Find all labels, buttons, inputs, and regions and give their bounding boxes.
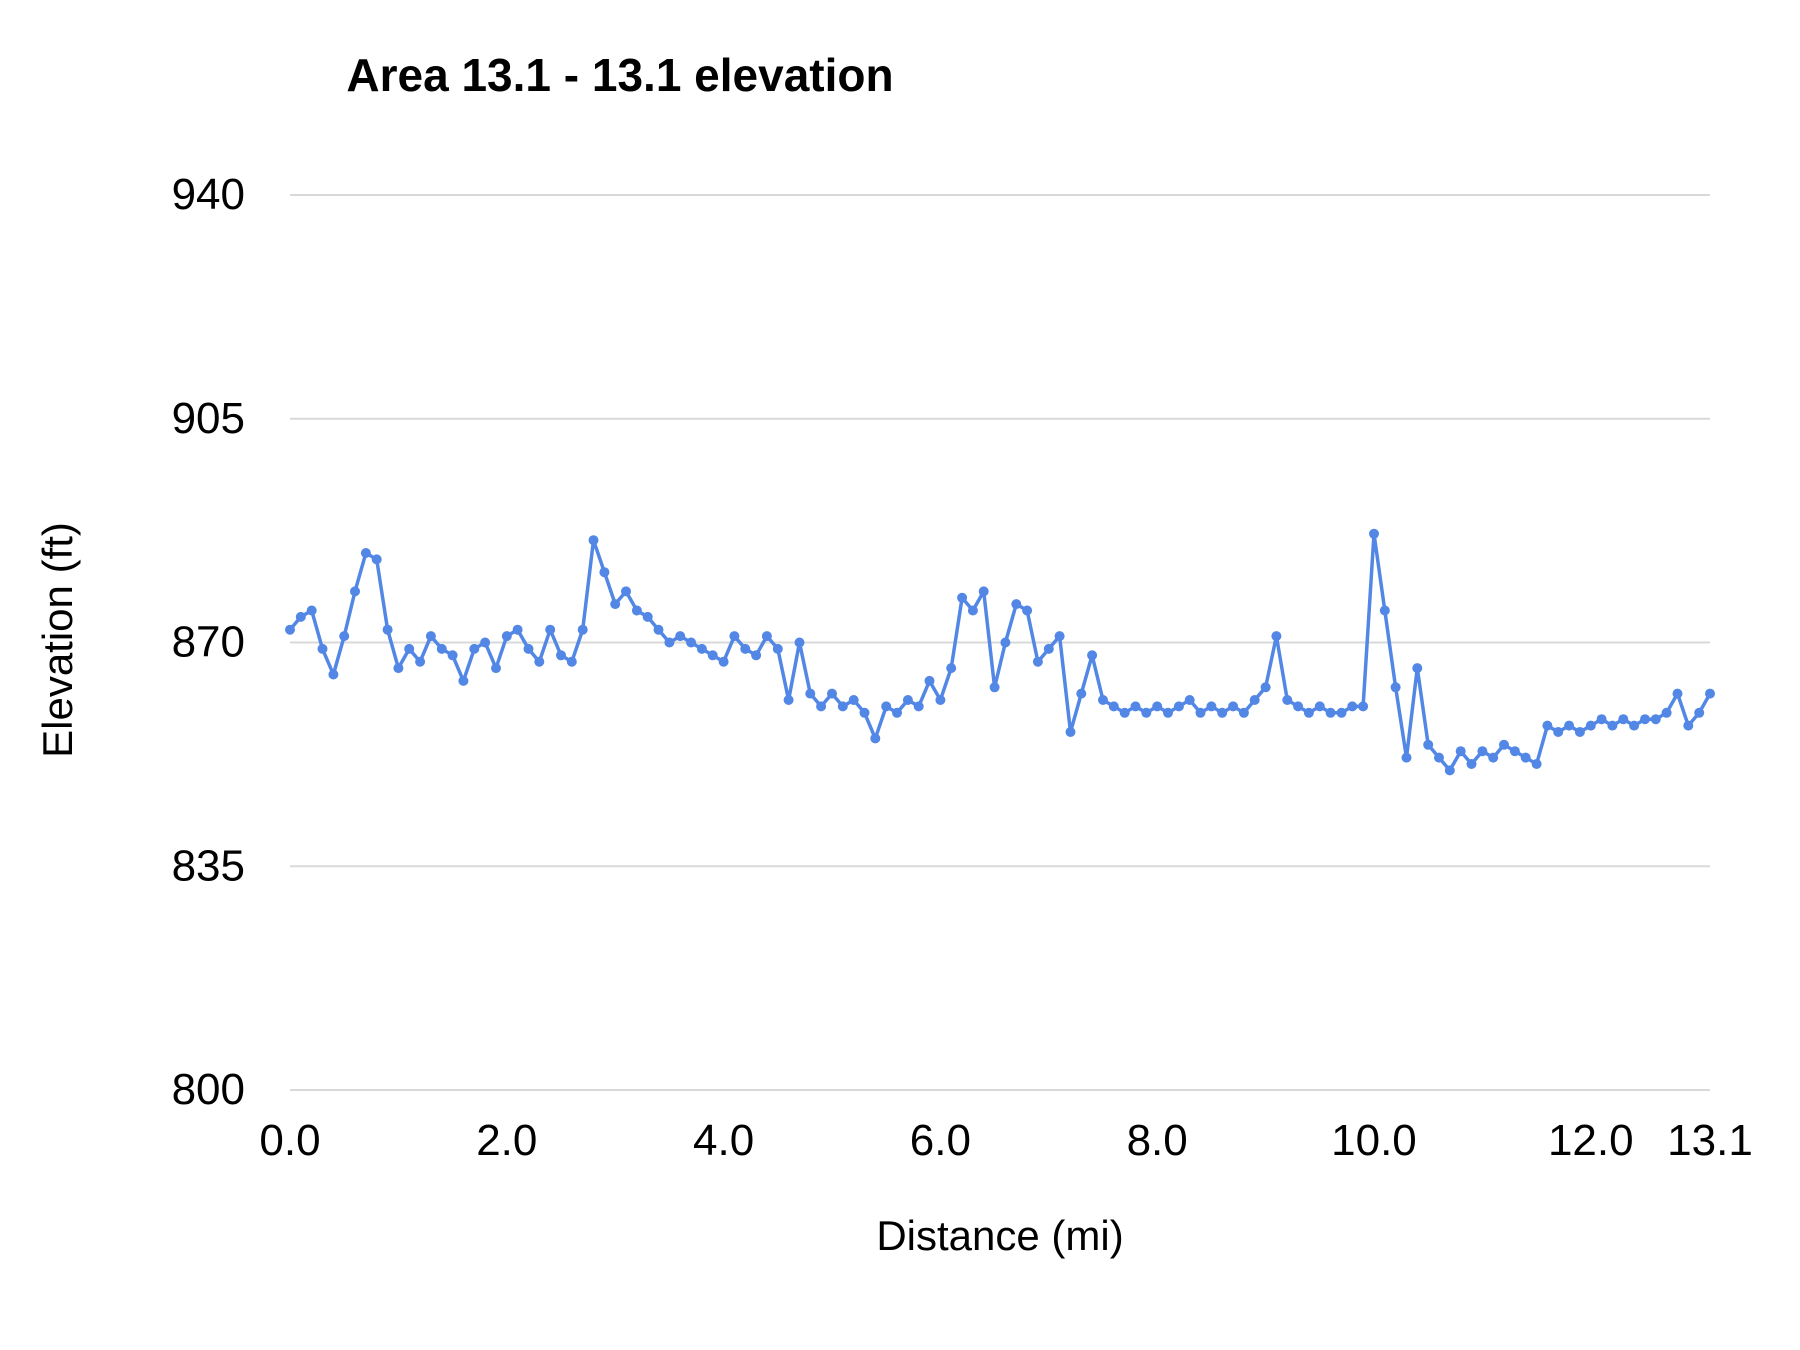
x-tick-label: 12.0 <box>1548 1116 1634 1165</box>
x-axis-title: Distance (mi) <box>876 1212 1124 1259</box>
y-tick-label: 905 <box>172 394 245 443</box>
x-tick-label: 8.0 <box>1127 1116 1188 1165</box>
y-tick-label: 940 <box>172 170 245 219</box>
x-tick-label: 2.0 <box>476 1116 537 1165</box>
y-tick-label: 835 <box>172 841 245 890</box>
x-tick-label: 6.0 <box>910 1116 971 1165</box>
x-tick-label: 10.0 <box>1331 1116 1417 1165</box>
y-tick-label: 800 <box>172 1065 245 1114</box>
chart-title: Area 13.1 - 13.1 elevation <box>346 49 894 101</box>
x-tick-label: 0.0 <box>259 1116 320 1165</box>
x-tick-label: 4.0 <box>693 1116 754 1165</box>
y-tick-label: 870 <box>172 618 245 667</box>
x-tick-label: 13.1 <box>1667 1116 1753 1165</box>
